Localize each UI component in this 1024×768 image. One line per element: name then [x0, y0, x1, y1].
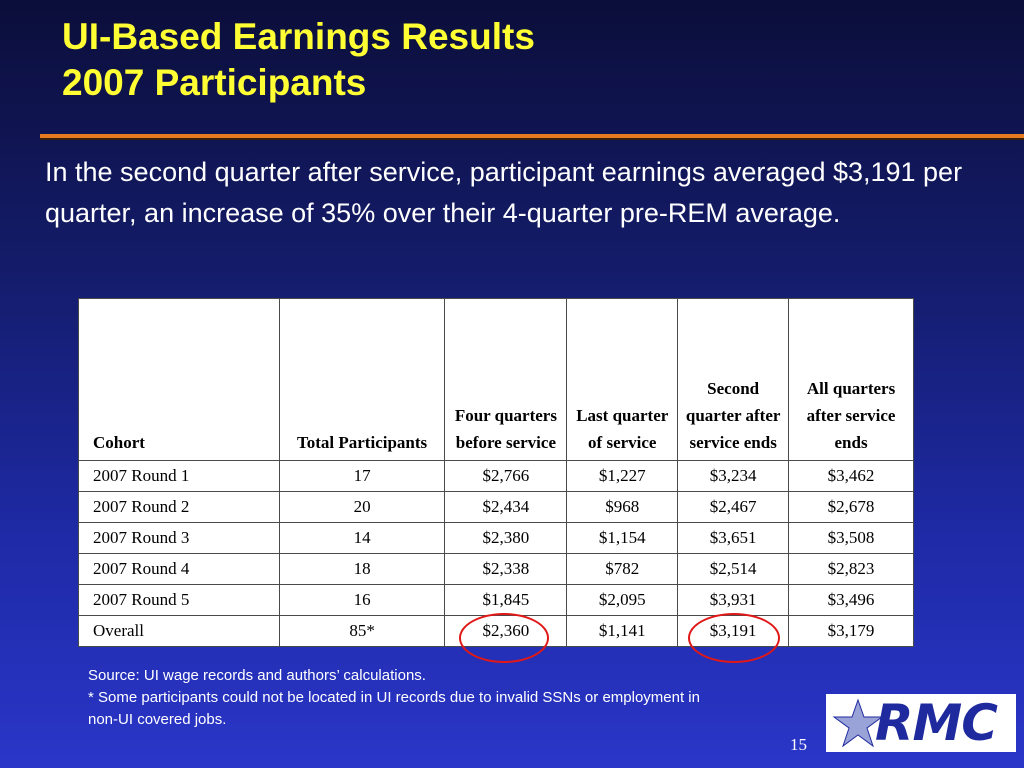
cell-all-after: $2,823 — [788, 553, 914, 585]
cell-second-after: $3,234 — [677, 460, 790, 492]
table-header-row: Cohort Total Participants Four quarters … — [78, 298, 914, 461]
header-second-quarter-after: Second quarter after service ends — [677, 298, 790, 461]
table-row: 2007 Round 4 18 $2,338 $782 $2,514 $2,82… — [78, 553, 914, 585]
cell-total: 16 — [278, 584, 446, 616]
title-line-1: UI-Based Earnings Results — [62, 16, 535, 57]
cell-four-before: $2,380 — [444, 522, 568, 554]
header-last-quarter-of-service: Last quarter of service — [566, 298, 679, 461]
header-four-quarters-before: Four quarters before service — [444, 298, 568, 461]
cell-four-before: $2,766 — [444, 460, 568, 492]
cell-total: 20 — [278, 491, 446, 523]
cell-all-after: $3,508 — [788, 522, 914, 554]
table-row: 2007 Round 5 16 $1,845 $2,095 $3,931 $3,… — [78, 584, 914, 616]
cell-all-after: $2,678 — [788, 491, 914, 523]
cell-second-after: $3,651 — [677, 522, 790, 554]
cell-four-before: $1,845 — [444, 584, 568, 616]
asterisk-note: * Some participants could not be located… — [88, 689, 700, 728]
cell-cohort: 2007 Round 3 — [78, 522, 280, 554]
cell-last-quarter: $968 — [566, 491, 679, 523]
star-icon — [832, 698, 884, 748]
cell-total: 18 — [278, 553, 446, 585]
cell-last-quarter: $782 — [566, 553, 679, 585]
cell-all-after: $3,496 — [788, 584, 914, 616]
cell-all-after: $3,462 — [788, 460, 914, 492]
highlight-circle-before — [459, 613, 549, 663]
cell-four-before: $2,338 — [444, 553, 568, 585]
header-all-quarters-after: All quarters after service ends — [788, 298, 914, 461]
logo-text: RMC — [875, 694, 998, 752]
cell-four-before: $2,434 — [444, 491, 568, 523]
source-note: Source: UI wage records and authors’ cal… — [88, 667, 426, 684]
cell-cohort: Overall — [78, 615, 280, 647]
cell-last-quarter: $1,227 — [566, 460, 679, 492]
header-cohort: Cohort — [78, 298, 280, 461]
cell-cohort: 2007 Round 1 — [78, 460, 280, 492]
cell-cohort: 2007 Round 5 — [78, 584, 280, 616]
cell-all-after: $3,179 — [788, 615, 914, 647]
highlight-circle-after — [688, 613, 780, 663]
cell-cohort: 2007 Round 4 — [78, 553, 280, 585]
cell-second-after: $2,514 — [677, 553, 790, 585]
title-line-2: 2007 Participants — [62, 62, 367, 103]
table-row: 2007 Round 2 20 $2,434 $968 $2,467 $2,67… — [78, 491, 914, 523]
table-row: 2007 Round 1 17 $2,766 $1,227 $3,234 $3,… — [78, 460, 914, 492]
cell-last-quarter: $1,154 — [566, 522, 679, 554]
cell-second-after: $2,467 — [677, 491, 790, 523]
summary-text: In the second quarter after service, par… — [45, 157, 963, 228]
cell-last-quarter: $2,095 — [566, 584, 679, 616]
cell-last-quarter: $1,141 — [566, 615, 679, 647]
cell-cohort: 2007 Round 2 — [78, 491, 280, 523]
title-divider — [40, 134, 1024, 138]
page-number: 15 — [790, 735, 807, 754]
footnotes: Source: UI wage records and authors’ cal… — [88, 665, 728, 731]
header-total-participants: Total Participants — [278, 298, 446, 461]
table-row: 2007 Round 3 14 $2,380 $1,154 $3,651 $3,… — [78, 522, 914, 554]
cell-total: 85* — [278, 615, 446, 647]
title-divider-shadow — [40, 138, 1024, 140]
rmc-logo: RMC — [826, 694, 1016, 752]
earnings-table: Cohort Total Participants Four quarters … — [78, 298, 914, 647]
cell-total: 17 — [278, 460, 446, 492]
slide-title: UI-Based Earnings Results 2007 Participa… — [62, 14, 535, 106]
cell-total: 14 — [278, 522, 446, 554]
cell-second-after: $3,931 — [677, 584, 790, 616]
